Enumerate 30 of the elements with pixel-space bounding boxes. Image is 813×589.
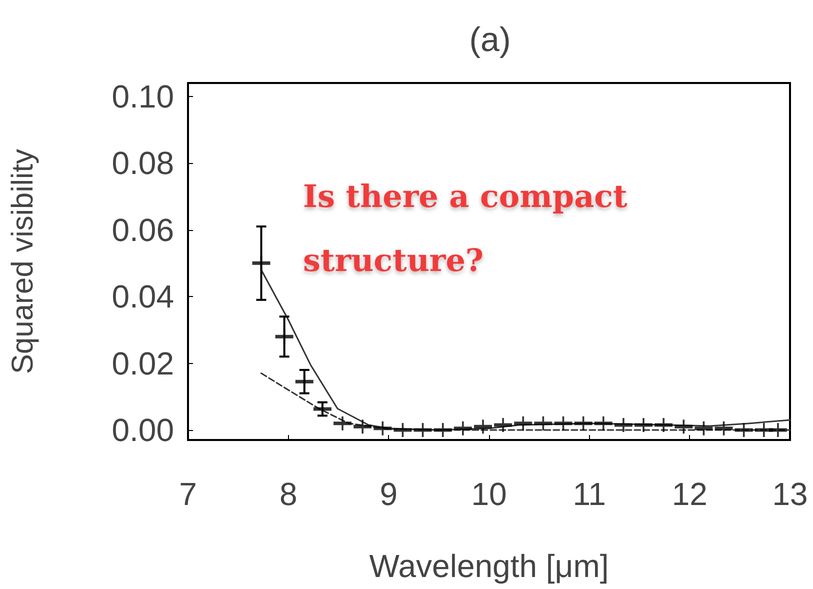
x-tick-label: 11 bbox=[572, 476, 606, 512]
point bbox=[454, 421, 472, 436]
y-tick-label: 0.10 bbox=[112, 78, 174, 114]
x-tick-label: 7 bbox=[179, 476, 197, 512]
chart-title: (a) bbox=[469, 21, 511, 59]
y-tick-label: 0.02 bbox=[112, 345, 174, 382]
y-tick-label: 0.08 bbox=[112, 145, 174, 182]
point bbox=[634, 418, 653, 432]
point bbox=[494, 418, 512, 432]
point bbox=[654, 418, 673, 432]
point bbox=[514, 416, 532, 430]
point bbox=[674, 420, 693, 434]
point bbox=[474, 420, 492, 434]
x-tick-label: 9 bbox=[380, 476, 398, 512]
y-axis-title: Squared visibility bbox=[6, 148, 40, 374]
point bbox=[354, 420, 372, 434]
x-axis-title: Wavelength [μm] bbox=[369, 548, 609, 584]
point bbox=[334, 416, 352, 430]
x-tick-label: 12 bbox=[672, 476, 708, 512]
point bbox=[594, 416, 612, 430]
y-tick-label: 0.00 bbox=[112, 412, 174, 448]
x-tick-label: 10 bbox=[471, 476, 507, 512]
annotation: Is there a compact structure? bbox=[303, 179, 638, 279]
point bbox=[374, 421, 392, 436]
x-tick-label: 8 bbox=[279, 476, 298, 512]
y-tick-label: 0.04 bbox=[112, 278, 174, 315]
point bbox=[768, 422, 787, 437]
point bbox=[614, 418, 632, 432]
y-tick-label: 0.06 bbox=[112, 212, 174, 248]
x-tick-label: 13 bbox=[772, 476, 808, 512]
